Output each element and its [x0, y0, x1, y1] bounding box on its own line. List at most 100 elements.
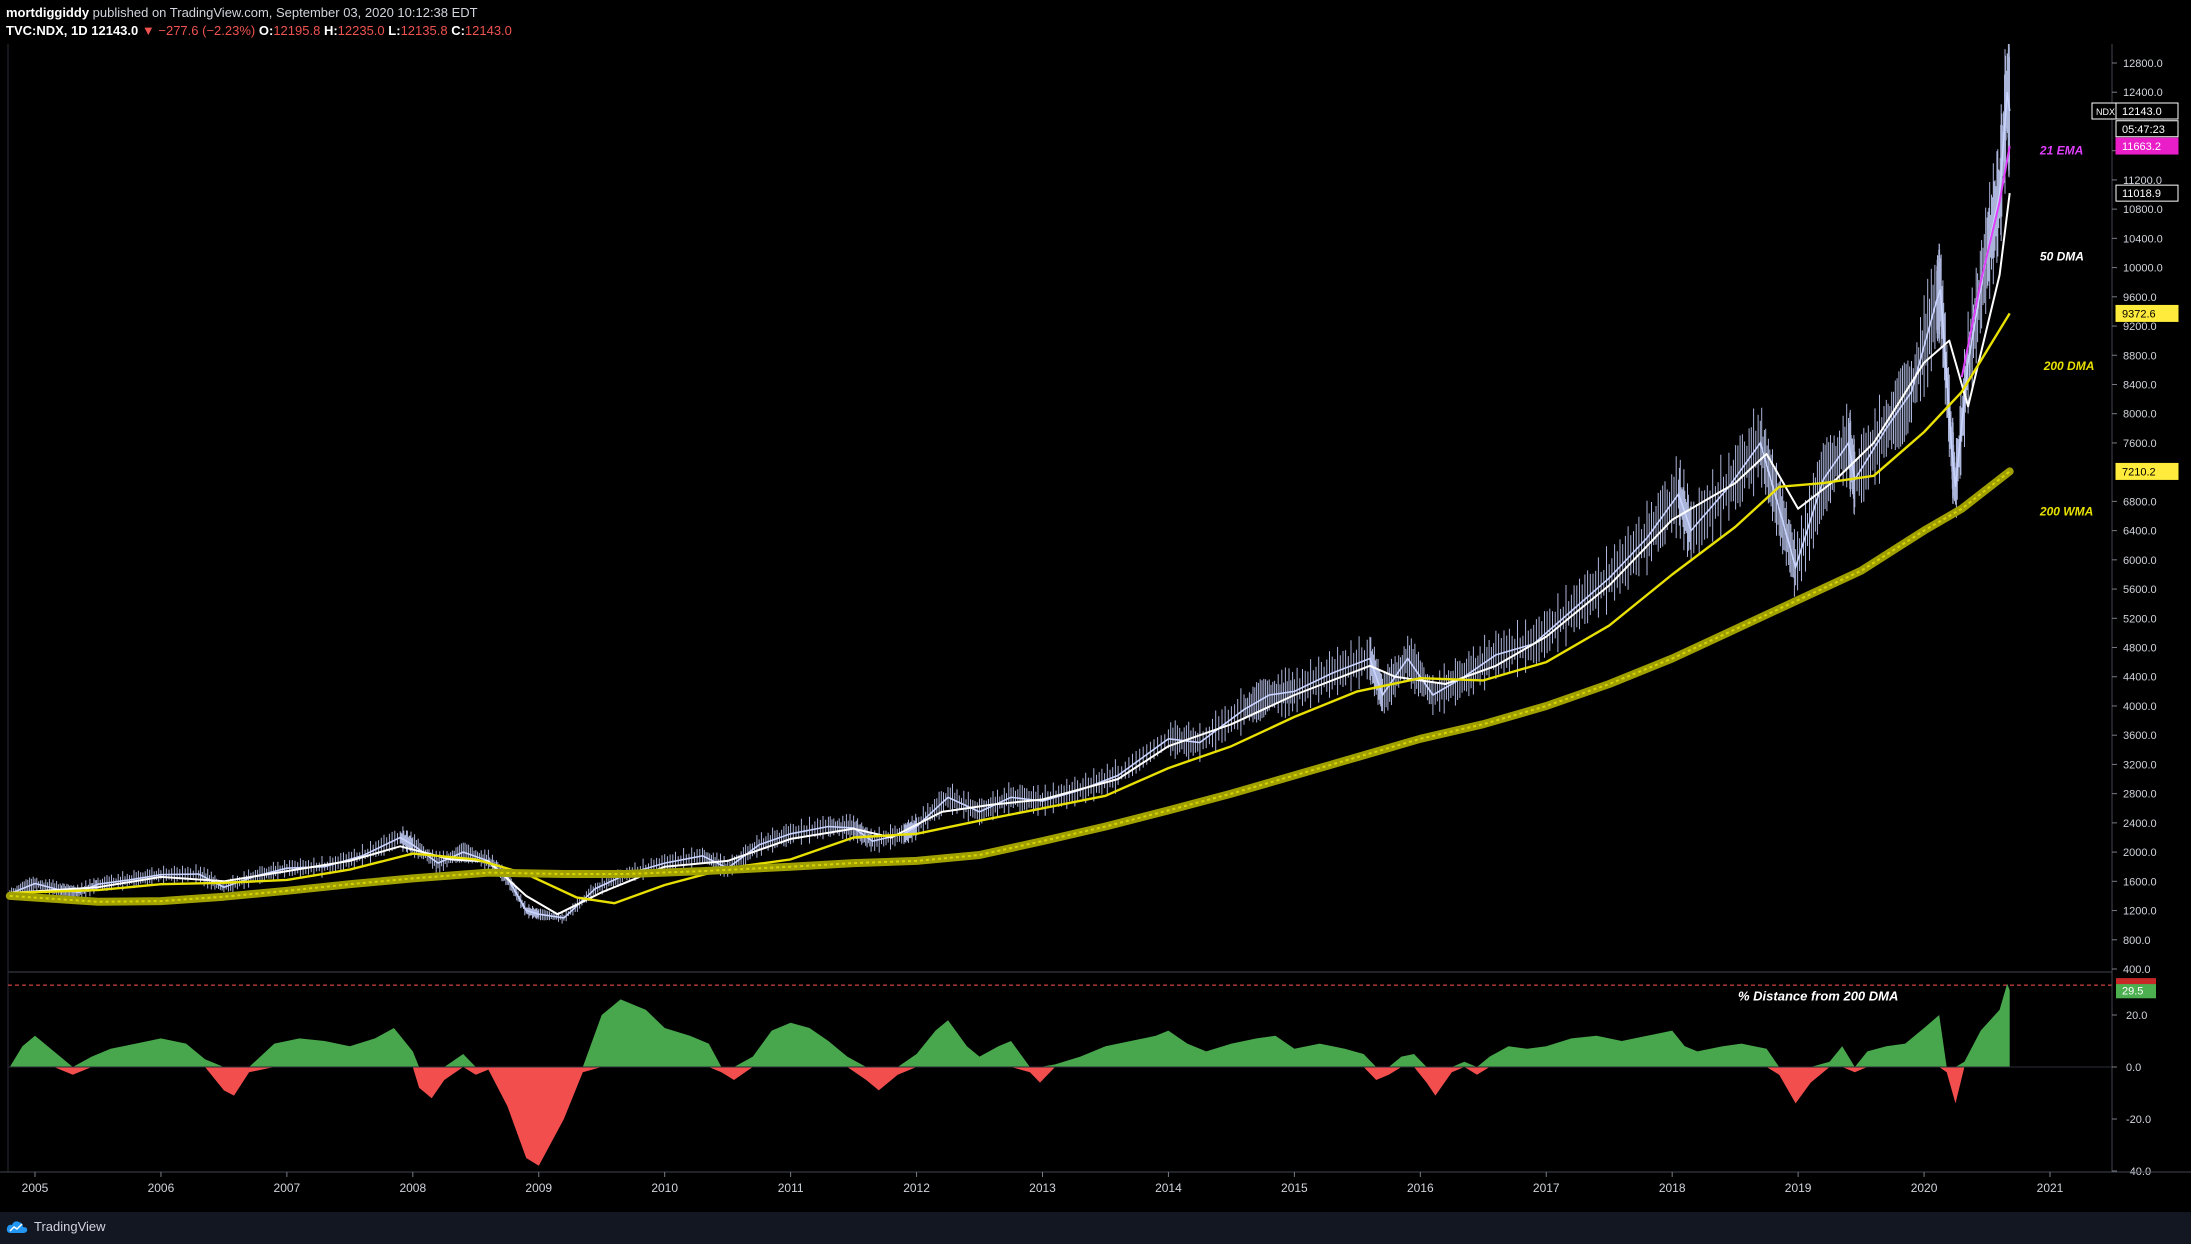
low-value: 12135.8: [400, 23, 448, 38]
axis-badge: [2115, 304, 2179, 322]
time-axis[interactable]: 2005 2006 2007 2008 2009 2010 2011 2012 2013 2014…: [0, 1171, 2191, 1195]
price-tick-label: 800.0: [2123, 935, 2151, 947]
close-label: C:: [451, 23, 465, 38]
chart-annotations: 21 EMA 50 DMA 200 DMA 200 WMA: [2039, 143, 2094, 518]
change-down-icon: ▼: [141, 23, 155, 38]
price-tick-label: 3200.0: [2123, 759, 2157, 771]
chart-background: [0, 44, 2191, 1212]
time-tick-label: 2007: [274, 1181, 301, 1195]
time-tick-label: 2010: [651, 1181, 678, 1195]
annotation-label: 200 WMA: [2039, 504, 2093, 518]
price-tick-label: 3600.0: [2123, 730, 2157, 742]
price-tick-label: 400.0: [2123, 964, 2151, 976]
price-tick-label: 8000.0: [2123, 409, 2157, 421]
price-tick-label: 6400.0: [2123, 526, 2157, 538]
osc-badge: [2116, 982, 2156, 999]
axis-badge-label: 05:47:23: [2122, 124, 2165, 136]
price-tick-label: 9600.0: [2123, 292, 2157, 304]
osc-tick-label: -20.0: [2126, 1114, 2151, 1126]
low-label: L:: [388, 23, 401, 38]
price-tick-label: 6000.0: [2123, 555, 2157, 567]
price-tick-label: 10400.0: [2123, 233, 2163, 245]
osc-negative-area: [9, 1067, 2010, 1166]
price-chart[interactable]: % Distance from 200 DMA 12800.0 12400.0 11…: [0, 44, 2191, 1212]
time-tick-label: 2014: [1155, 1181, 1182, 1195]
last-price-badge: [2115, 102, 2179, 120]
open-label: O:: [258, 23, 274, 38]
time-tick-label: 2012: [903, 1181, 930, 1195]
price-tick-label: 6800.0: [2123, 496, 2157, 508]
200-dma-line: [9, 312, 2011, 905]
high-value: 12235.0: [337, 23, 385, 38]
cloud-icon: [6, 1220, 28, 1233]
osc-title: % Distance from 200 DMA: [1738, 989, 1898, 1004]
price-tick-label: 11200.0: [2123, 175, 2162, 187]
price-tick-label: 2800.0: [2123, 789, 2157, 801]
price-tick-label: 8400.0: [2123, 379, 2157, 391]
annotation-label: 50 DMA: [2040, 249, 2084, 263]
time-tick-label: 2019: [1785, 1181, 1812, 1195]
time-tick-label: 2011: [778, 1181, 804, 1195]
price-tick-label: 10000.0: [2123, 263, 2163, 275]
publish-info: published on TradingView.com, September …: [92, 5, 478, 20]
time-tick-label: 2020: [1911, 1181, 1938, 1195]
osc-reference-badge: [2116, 978, 2156, 985]
annotation-label: 200 DMA: [2043, 359, 2095, 373]
price-tick-label: 1600.0: [2123, 876, 2157, 888]
price-tick-label: 5600.0: [2123, 584, 2157, 596]
open-value: 12195.8: [273, 23, 321, 38]
axis-badge: [2115, 462, 2179, 480]
symbol-badge-label: NDX: [2096, 107, 2115, 117]
price-change: −277.6 (−2.23%): [158, 23, 256, 38]
axis-badge-label: 7210.2: [2122, 466, 2156, 478]
time-tick-label: 2006: [148, 1181, 175, 1195]
tradingview-logo[interactable]: TradingView: [6, 1219, 106, 1234]
price-line: [9, 92, 2011, 919]
axis-badge: [2115, 120, 2179, 138]
last-price-badge-label: 12143.0: [2122, 106, 2162, 118]
21-ema-line: [1960, 145, 2011, 378]
close-value: 12143.0: [464, 23, 512, 38]
price-tick-label: 2400.0: [2123, 818, 2157, 830]
axis-badge: [2115, 184, 2179, 202]
price-tick-label: 9200.0: [2123, 321, 2157, 333]
200-wma-texture: [9, 470, 2011, 903]
osc-tick-label: 0.0: [2126, 1062, 2141, 1074]
main-pane[interactable]: [5, 44, 2112, 1172]
last-price: 12143.0: [91, 23, 139, 38]
price-tick-label: 8800.0: [2123, 350, 2157, 362]
time-tick-label: 2021: [2037, 1181, 2064, 1195]
annotation-label: 21 EMA: [2039, 143, 2083, 157]
price-tick-label: 2000.0: [2123, 847, 2157, 859]
symbol-label[interactable]: TVC:NDX, 1D: [6, 23, 88, 38]
axis-badge: [2115, 137, 2179, 155]
high-label: H:: [323, 23, 338, 38]
time-tick-label: 2016: [1407, 1181, 1434, 1195]
price-tick-label: 4800.0: [2123, 643, 2157, 655]
axis-badge-label: 11018.9: [2122, 188, 2161, 200]
author-name[interactable]: mortdiggiddy: [6, 5, 90, 20]
price-tick-label: 10800.0: [2123, 204, 2163, 216]
price-tick-label: 1200.0: [2123, 906, 2157, 918]
axis-badge-label: 11663.2: [2122, 141, 2161, 153]
time-tick-label: 2005: [22, 1181, 49, 1195]
time-tick-label: 2009: [525, 1181, 552, 1195]
price-tick-label: 4400.0: [2123, 672, 2157, 684]
time-tick-label: 2013: [1029, 1181, 1056, 1195]
price-tick-label: 7600.0: [2123, 438, 2157, 450]
time-tick-label: 2018: [1659, 1181, 1686, 1195]
osc-badge-label: 29.5: [2122, 985, 2143, 997]
chart-header: mortdiggiddy published on TradingView.co…: [0, 0, 2191, 44]
price-tick-label: 12800.0: [2123, 58, 2163, 70]
price-tick-label: 12400.0: [2123, 87, 2163, 99]
ohlc-line: TVC:NDX, 1D 12143.0 ▼ −277.6 (−2.23%) O:…: [6, 23, 512, 38]
oscillator-pane[interactable]: % Distance from 200 DMA: [8, 983, 2112, 1166]
osc-tick-label: 20.0: [2126, 1010, 2147, 1022]
price-tick-label: 4000.0: [2123, 701, 2157, 713]
time-tick-label: 2015: [1281, 1181, 1308, 1195]
footer-bar: TradingView: [0, 1212, 2191, 1244]
brand-label: TradingView: [34, 1219, 106, 1234]
publish-line: mortdiggiddy published on TradingView.co…: [6, 5, 478, 20]
axis-badges: NDX 12143.0 05:47:23 11663.2 11018.9 9372.6 72…: [2091, 102, 2179, 999]
time-tick-label: 2008: [399, 1181, 426, 1195]
